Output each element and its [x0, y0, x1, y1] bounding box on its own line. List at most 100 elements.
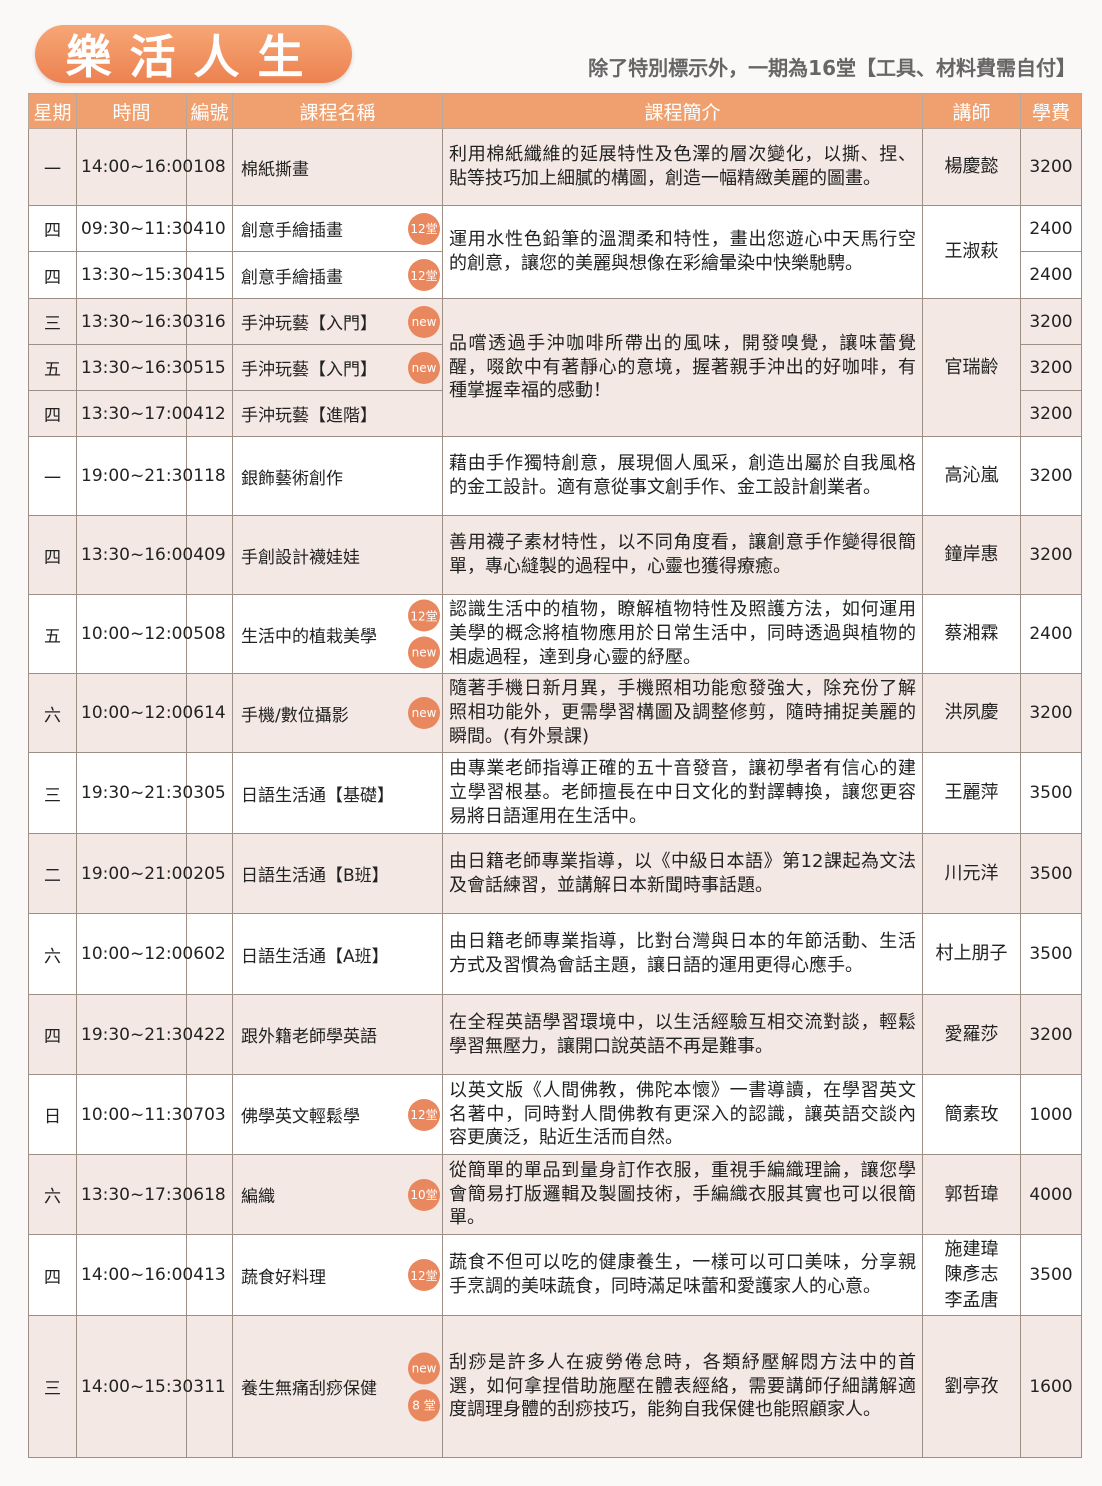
- day: 一: [28, 436, 77, 516]
- course-name-text: 棉紙撕畫: [241, 159, 309, 180]
- course-name: 生活中的植栽美學 12堂 new: [232, 594, 443, 674]
- badge-group: new: [408, 697, 440, 729]
- teacher: 劉亭孜: [922, 1315, 1021, 1458]
- day: 六: [28, 913, 77, 995]
- badge: 12堂: [408, 212, 440, 245]
- course-name: 跟外籍老師學英語: [232, 994, 443, 1075]
- course-row: 五 10:00~12:00 508 生活中的植栽美學 12堂 new 認識生活中的植物，瞭解…: [28, 594, 1082, 674]
- course-name-text: 編織: [241, 1187, 275, 1207]
- day: 日: [28, 1074, 77, 1155]
- course-name: 銀飾藝術創作: [232, 436, 443, 516]
- day: 一: [28, 128, 77, 206]
- time: 14:00~15:30: [76, 1315, 193, 1458]
- course-row: 五 13:30~16:30 515 手沖玩藝【入門】 new 3200: [28, 344, 1082, 391]
- day: 四: [28, 994, 77, 1075]
- fee: 3200: [1020, 344, 1082, 391]
- course-name-text: 日語生活通【A班】: [241, 946, 389, 967]
- teacher-name: 蔡湘霖: [944, 623, 999, 645]
- description: 刮痧是許多人在疲勞倦怠時，各類紓壓解悶方法中的首選，如何拿捏借助施壓在體表經絡，…: [442, 1315, 923, 1458]
- description: 藉由手作獨特創意，展現個人風采，創造出屬於自我風格的金工設計。適有意從事文創手作…: [442, 436, 923, 516]
- code: 614: [186, 673, 233, 753]
- fee: 2400: [1020, 594, 1082, 674]
- badge: new: [408, 636, 440, 669]
- time: 13:30~16:30: [76, 298, 193, 345]
- course-name-text: 銀飾藝術創作: [241, 468, 343, 489]
- teacher-name: 高沁嵐: [944, 465, 999, 487]
- teacher-name: 洪夙慶: [944, 702, 999, 724]
- code: 515: [186, 344, 233, 391]
- day: 三: [28, 752, 77, 834]
- badge-group: new: [408, 305, 440, 338]
- badge: 10堂: [408, 1178, 440, 1211]
- badge: new: [408, 1352, 440, 1384]
- course-row: 四 14:00~16:00 413 蔬食好料理 12堂 蔬食不但可以吃的健康養生，一樣可以…: [28, 1234, 1082, 1316]
- course-name: 蔬食好料理 12堂: [232, 1234, 443, 1316]
- time: 09:30~11:30: [76, 205, 193, 252]
- time: 19:00~21:30: [76, 436, 193, 516]
- badge-group: 12堂: [408, 1098, 440, 1131]
- time: 10:00~11:30: [76, 1074, 193, 1155]
- day: 四: [28, 1234, 77, 1316]
- description: 蔬食不但可以吃的健康養生，一樣可以可口美味，分享親手烹調的美味蔬食，同時滿足味蕾…: [442, 1234, 923, 1316]
- course-name-text: 日語生活通【B班】: [241, 866, 389, 886]
- teacher: 蔡湘霖: [922, 594, 1021, 674]
- code: 316: [186, 298, 233, 345]
- code: 118: [186, 436, 233, 516]
- course-name-text: 創意手繪插畫: [241, 267, 343, 288]
- course-name: 養生無痛刮痧保健 new 8 堂: [232, 1315, 443, 1458]
- description: 由專業老師指導正確的五十音發音，讓初學者有信心的建立學習根基。老師擅長在中日文化…: [442, 752, 923, 834]
- column-header: 講師: [922, 93, 1021, 129]
- course-name-text: 手沖玩藝【入門】: [241, 314, 377, 334]
- code: 618: [186, 1154, 233, 1235]
- time: 13:30~17:30: [76, 1154, 193, 1235]
- description: 隨著手機日新月異，手機照相功能愈發強大，除充份了解照相功能外，更需學習構圖及調整…: [442, 673, 923, 753]
- fee: 3500: [1020, 833, 1082, 914]
- badge-group: new 8 堂: [408, 1352, 440, 1421]
- teacher: 高沁嵐: [922, 436, 1021, 516]
- teacher: 鐘岸惠: [922, 515, 1021, 595]
- course-name: 編織 10堂: [232, 1154, 443, 1235]
- course-row: 三 13:30~16:30 316 手沖玩藝【入門】 new 品嚐透過手沖咖啡所帶出的風味…: [28, 298, 1082, 437]
- note: 除了特別標示外，一期為16堂【工具、材料費需自付】: [588, 56, 1076, 80]
- badge-group: 10堂: [408, 1178, 440, 1211]
- column-header: 課程簡介: [442, 93, 923, 129]
- course-name: 手沖玩藝【入門】 new: [232, 344, 443, 391]
- column-header: 課程名稱: [232, 93, 443, 129]
- table-body: 一 14:00~16:00 108 棉紙撕畫 利用棉紙纖維的延展特性及色澤的層次變化，以…: [28, 128, 1082, 1458]
- teacher: 簡素玫: [922, 1074, 1021, 1155]
- teacher-name: 楊慶懿: [944, 156, 999, 178]
- course-name: 日語生活通【B班】: [232, 833, 443, 914]
- description: 由日籍老師專業指導，比對台灣與日本的年節活動、生活方式及習慣為會話主題，讓日語的…: [442, 913, 923, 995]
- badge-group: 12堂: [408, 212, 440, 245]
- time: 19:30~21:30: [76, 994, 193, 1075]
- day: 三: [28, 298, 77, 345]
- course-name: 佛學英文輕鬆學 12堂: [232, 1074, 443, 1155]
- badge: new: [408, 305, 440, 338]
- description: 利用棉紙纖維的延展特性及色澤的層次變化，以撕、捏、貼等技巧加上細膩的構圖，創造一…: [442, 128, 923, 206]
- column-header: 學費: [1020, 93, 1082, 129]
- badge: 12堂: [408, 1259, 440, 1291]
- code: 415: [186, 251, 233, 299]
- time: 10:00~12:00: [76, 913, 193, 995]
- description: 認識生活中的植物，瞭解植物特性及照護方法，如何運用美學的概念將植物應用於日常生活…: [442, 594, 923, 674]
- course-row: 四 19:30~21:30 422 跟外籍老師學英語 在全程英語學習環境中，以生活經驗互…: [28, 994, 1082, 1075]
- teacher: 王麗萍: [922, 752, 1021, 834]
- badge: new: [408, 351, 440, 384]
- fee: 3200: [1020, 128, 1082, 206]
- badge-group: 12堂: [408, 259, 440, 291]
- badge: 8 堂: [408, 1389, 440, 1421]
- code: 508: [186, 594, 233, 674]
- course-name-text: 創意手繪插畫: [241, 221, 343, 241]
- day: 五: [28, 594, 77, 674]
- description: 運用水性色鉛筆的溫潤柔和特性，畫出您遊心中天馬行空的創意，讓您的美麗與想像在彩繪…: [442, 205, 923, 299]
- code: 703: [186, 1074, 233, 1155]
- teacher: 洪夙慶: [922, 673, 1021, 753]
- badge: 12堂: [408, 599, 440, 632]
- course-name: 棉紙撕畫: [232, 128, 443, 206]
- teacher-name: 鐘岸惠: [944, 544, 999, 566]
- teacher-name: 施建瑋: [944, 1239, 999, 1261]
- time: 10:00~12:00: [76, 673, 193, 753]
- fee: 2400: [1020, 251, 1082, 299]
- day: 三: [28, 1315, 77, 1458]
- course-row: 六 10:00~12:00 614 手機/數位攝影 new 隨著手機日新月異，手機照相功能…: [28, 673, 1082, 753]
